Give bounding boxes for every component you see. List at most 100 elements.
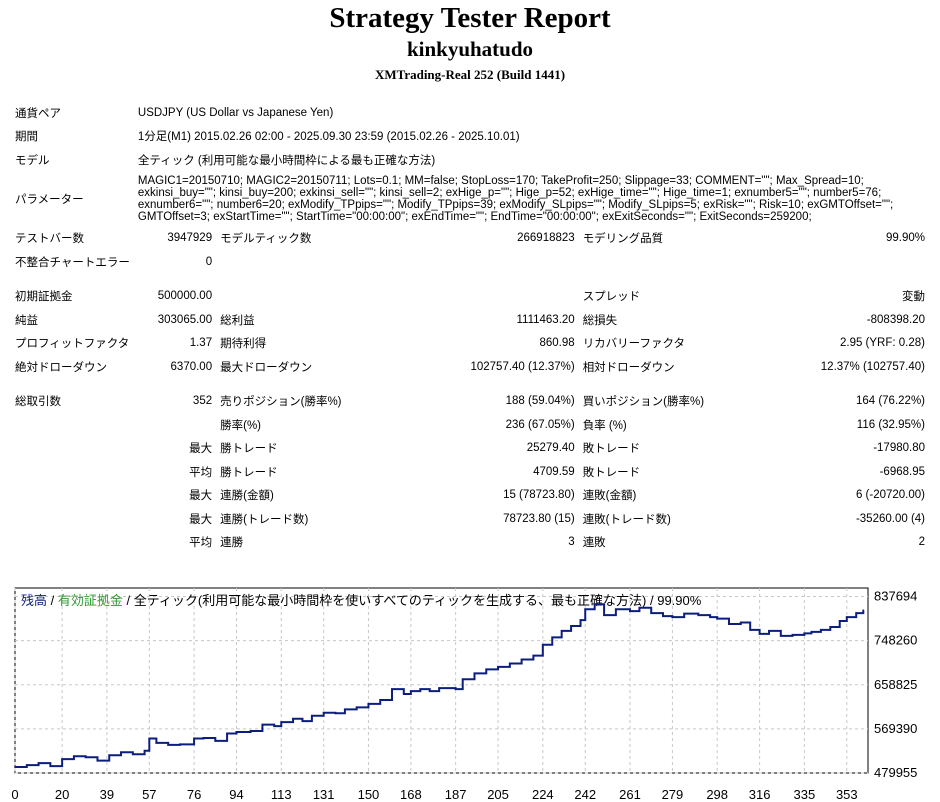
balance-point <box>593 603 596 606</box>
balance-point <box>120 751 122 754</box>
chart-series <box>14 603 865 769</box>
balance-point <box>650 612 653 614</box>
balance-point <box>167 744 169 746</box>
balance-point <box>862 609 865 611</box>
ticks-label: モデルティック数 <box>220 233 312 246</box>
gross-loss-value: -808398.20 <box>866 313 925 326</box>
balance-point <box>280 721 283 723</box>
avg-cw-label: 連勝 <box>220 537 244 550</box>
pair-value: USDJPY (US Dollar vs Japanese Yen) <box>137 106 334 119</box>
bars-label: テストバー数 <box>15 233 84 246</box>
balance-point <box>402 693 405 695</box>
winrate-value: 236 (67.05%) <box>505 418 575 431</box>
long-value: 164 (76.22%) <box>855 395 925 408</box>
balance-point <box>473 672 476 675</box>
balance-point <box>14 766 16 768</box>
balance-point <box>697 614 700 616</box>
period-label: 期間 <box>15 131 38 144</box>
balance-point <box>311 714 313 717</box>
avg-win-label: 勝トレード <box>220 466 278 479</box>
balance-point <box>542 643 544 646</box>
balance-point <box>829 626 832 628</box>
legend-description: / 全ティック(利用可能な最小時間枠を使いすべてのティックを生成する、最も正確な… <box>123 593 702 608</box>
balance-point <box>739 621 742 624</box>
balance-point <box>560 630 563 632</box>
balance-point <box>454 688 457 690</box>
balance-point <box>419 688 422 690</box>
balance-point <box>603 614 605 616</box>
x-tick-label: 94 <box>229 787 243 802</box>
balance-point <box>532 654 535 657</box>
chart-grid <box>14 588 868 774</box>
deposit-value: 500000.00 <box>157 290 213 303</box>
balance-point <box>391 688 393 690</box>
balance-point <box>73 755 75 758</box>
max-loss-value: -17980.80 <box>873 442 925 455</box>
recovery-label: リカバリーファクタ <box>582 338 686 351</box>
avg-cw-value: 3 <box>568 536 575 549</box>
balance-point <box>749 629 751 631</box>
avg-label: 平均 <box>189 537 213 550</box>
net-value: 303065.00 <box>157 313 213 326</box>
balance-point <box>301 720 304 722</box>
row-consec-count: 最大 連勝(トレード数) 78723.80 (15) 連敗(トレード数) -35… <box>11 507 929 531</box>
bars-value: 3947929 <box>167 232 213 245</box>
pair-label: 通貨ペア <box>15 107 61 120</box>
balance-point <box>202 737 205 739</box>
row-deposit: 初期証拠金 500000.00 スプレッド 変動 <box>11 284 929 308</box>
expected-value: 860.98 <box>539 337 575 350</box>
avg-label: 平均 <box>189 466 213 479</box>
balance-point <box>132 753 134 756</box>
max-label: 最大 <box>189 443 213 456</box>
max-label: 最大 <box>189 513 213 526</box>
balance-point <box>485 668 488 671</box>
balance-point <box>226 732 228 735</box>
cl-count-label: 連敗(トレード数) <box>582 513 671 526</box>
avg-loss-label: 敗トレード <box>582 466 641 479</box>
trades-label: 総取引数 <box>15 396 61 409</box>
balance-point <box>662 615 664 617</box>
abs-dd-label: 絶対ドローダウン <box>15 361 107 374</box>
balance-point <box>292 717 294 720</box>
balance-point <box>803 632 806 635</box>
y-tick-label: 837694 <box>874 589 917 604</box>
gross-profit-value: 1111463.20 <box>516 313 575 326</box>
x-tick-label: 76 <box>187 787 201 802</box>
balance-point <box>509 662 511 665</box>
cl-money-value: 6 (-20720.00) <box>855 489 925 502</box>
short-label: 売りポジション(勝率%) <box>220 396 342 409</box>
legend-balance: 残高 <box>21 593 47 608</box>
rel-dd-label: 相対ドローダウン <box>582 361 675 374</box>
row-profit: 純益 303065.00 総利益 1111463.20 総損失 -808398.… <box>11 308 929 332</box>
y-tick-label: 658825 <box>874 677 917 692</box>
quality-label: モデリング品質 <box>582 233 664 246</box>
balance-point <box>845 616 848 618</box>
server-info: XMTrading-Real 252 (Build 1441) <box>374 67 566 82</box>
row-avg-trade: 平均 勝トレード 4709.59 敗トレード -6968.95 <box>11 460 929 484</box>
row-max-trade: 最大 勝トレード 25279.40 敗トレード -17980.80 <box>11 436 929 460</box>
rel-dd-value: 12.37% (102757.40) <box>820 360 925 373</box>
balance-point <box>193 737 195 740</box>
balance-point <box>49 765 52 767</box>
legend-separator: / <box>47 593 58 608</box>
x-tick-label: 335 <box>794 787 816 802</box>
ticks-value: 266918823 <box>517 232 575 245</box>
plot-area <box>14 587 869 774</box>
row-period: 期間 1分足(M1) 2015.02.26 02:00 - 2025.09.30… <box>11 125 929 149</box>
balance-point <box>716 617 718 620</box>
balance-point <box>367 703 370 705</box>
balance-point <box>579 619 582 621</box>
long-label: 買いポジション(勝率%) <box>582 396 705 409</box>
x-axis-labels: 0 20 39 57 76 94 113 131 150 168 187 205 224 242 261 27… <box>11 787 857 802</box>
balance-point <box>497 666 499 668</box>
balance-point <box>570 625 572 627</box>
max-win-value: 25279.40 <box>526 442 575 455</box>
balance-point <box>334 712 337 715</box>
abs-dd-value: 6370.00 <box>170 360 213 373</box>
avg-cl-label: 連敗 <box>582 537 606 550</box>
balance-point <box>728 623 730 625</box>
row-factors: プロフィットファクタ 1.37 期待利得 860.98 リカバリーファクタ 2.… <box>11 331 929 355</box>
balance-point <box>855 612 858 614</box>
balance-point <box>758 633 761 635</box>
x-tick-label: 20 <box>55 787 69 802</box>
